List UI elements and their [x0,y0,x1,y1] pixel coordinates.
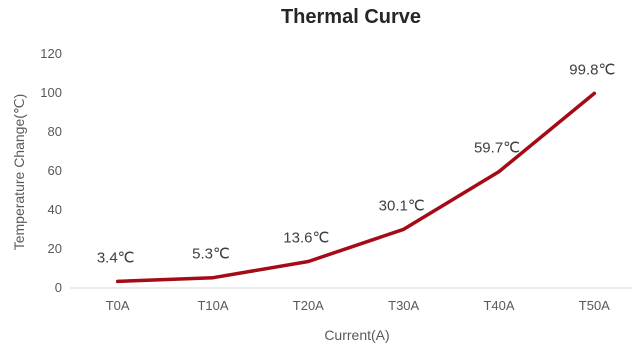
data-label: 5.3℃ [192,246,230,263]
y-tick-label: 0 [55,280,62,295]
y-tick-label: 120 [40,46,62,61]
x-tick-label: T50A [579,298,610,313]
data-labels: 3.4℃ 5.3℃ 13.6℃ 30.1℃ 59.7℃ 99.8℃ [97,61,616,266]
data-point [211,276,215,280]
x-tick-label: T10A [197,298,228,313]
y-tick-label: 40 [48,202,62,217]
data-point [116,279,120,283]
y-tick-labels: 0 20 40 60 80 100 120 [40,46,62,295]
x-axis-label: Current(A) [324,327,389,343]
data-point [402,227,406,231]
series-layer [115,91,597,284]
y-tick-label: 80 [48,124,62,139]
data-label: 59.7℃ [474,140,520,157]
x-tick-labels: T0A T10A T20A T30A T40A T50A [106,298,610,313]
x-tick-label: T40A [483,298,514,313]
data-point [497,170,501,174]
x-tick-label: T0A [106,298,130,313]
y-axis-label: Temperature Change(℃) [11,94,27,251]
data-label: 99.8℃ [569,61,615,78]
x-tick-label: T20A [293,298,324,313]
y-tick-label: 20 [48,241,62,256]
data-label: 3.4℃ [97,249,135,266]
y-tick-label: 60 [48,163,62,178]
x-tick-label: T30A [388,298,419,313]
chart-title: Thermal Curve [281,6,421,28]
data-point [306,259,310,263]
data-label: 13.6℃ [283,229,329,246]
y-tick-label: 100 [40,85,62,100]
data-point [592,91,596,95]
series-line [115,91,597,284]
data-label: 30.1℃ [379,197,425,214]
